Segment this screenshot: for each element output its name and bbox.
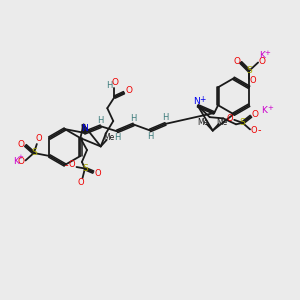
- Text: O: O: [252, 110, 259, 119]
- Text: +: +: [267, 106, 273, 112]
- Text: -: -: [257, 125, 261, 135]
- Text: H: H: [106, 81, 113, 90]
- Text: N: N: [81, 124, 88, 133]
- Text: K: K: [259, 51, 265, 60]
- Text: O: O: [112, 78, 118, 87]
- Text: O: O: [17, 140, 25, 148]
- Text: O: O: [17, 158, 25, 166]
- Text: -: -: [64, 160, 68, 170]
- Text: H: H: [147, 132, 153, 141]
- Text: O: O: [94, 169, 101, 178]
- Text: H: H: [114, 133, 120, 142]
- Text: H: H: [162, 113, 169, 122]
- Text: +: +: [18, 154, 24, 160]
- Text: H: H: [98, 116, 104, 125]
- Text: O: O: [251, 126, 257, 135]
- Text: Me: Me: [197, 118, 209, 127]
- Text: N: N: [194, 98, 200, 106]
- Text: K: K: [13, 157, 19, 166]
- Text: O: O: [78, 178, 84, 187]
- Text: +: +: [265, 50, 271, 56]
- Text: O: O: [233, 56, 240, 65]
- Text: Me: Me: [103, 133, 115, 142]
- Text: O: O: [35, 134, 42, 143]
- Text: S: S: [82, 164, 88, 173]
- Text: S: S: [246, 66, 252, 75]
- Text: H: H: [130, 114, 137, 123]
- Text: O: O: [125, 86, 132, 95]
- Text: S: S: [31, 148, 37, 158]
- Text: O: O: [227, 114, 233, 123]
- Text: Me: Me: [216, 118, 227, 127]
- Text: S: S: [240, 118, 245, 127]
- Text: +: +: [200, 95, 206, 104]
- Text: O: O: [259, 56, 266, 65]
- Text: K: K: [261, 106, 267, 116]
- Text: O: O: [250, 76, 256, 85]
- Text: O: O: [68, 160, 75, 169]
